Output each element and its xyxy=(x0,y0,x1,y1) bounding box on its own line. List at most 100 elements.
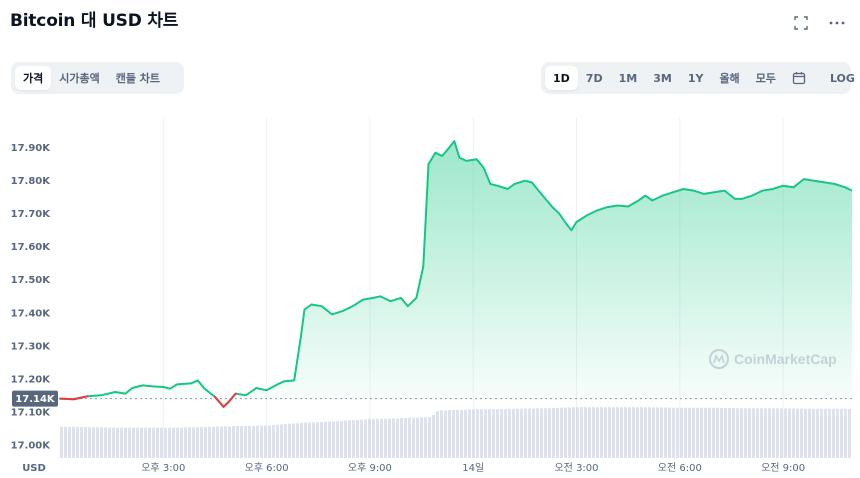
volume-bar xyxy=(364,419,367,458)
volume-bar xyxy=(404,417,407,458)
more-icon[interactable] xyxy=(826,12,848,34)
range-1y[interactable]: 1Y xyxy=(687,71,704,85)
volume-bar xyxy=(200,427,203,458)
log-toggle[interactable]: LOG xyxy=(829,71,855,85)
volume-bar xyxy=(284,424,287,458)
volume-bar xyxy=(464,409,467,458)
range-tab-group: 1D 7D 1M 3M 1Y 올해 모두 LOG xyxy=(541,62,855,94)
volume-bar xyxy=(288,423,291,458)
volume-bar xyxy=(472,409,475,458)
volume-bar xyxy=(512,408,515,458)
volume-bar xyxy=(400,418,403,458)
volume-bar xyxy=(696,407,699,458)
volume-bar xyxy=(836,408,839,458)
volume-bar xyxy=(88,427,91,458)
volume-bar xyxy=(244,425,247,458)
volume-bar xyxy=(676,407,679,458)
volume-bar xyxy=(564,407,567,458)
price-line-down-segment xyxy=(227,392,237,403)
volume-bar xyxy=(496,409,499,458)
range-3m[interactable]: 3M xyxy=(653,71,672,85)
y-tick-label: 17.10K xyxy=(11,407,52,418)
volume-bar xyxy=(276,424,279,458)
volume-bar xyxy=(396,418,399,458)
volume-bar xyxy=(784,408,787,458)
range-1d[interactable]: 1D xyxy=(545,66,578,90)
tab-price[interactable]: 가격 xyxy=(15,66,52,90)
volume-bar xyxy=(348,420,351,458)
volume-bar xyxy=(196,427,199,458)
volume-bar xyxy=(636,407,639,458)
volume-bar xyxy=(668,407,671,458)
volume-bar xyxy=(732,408,735,458)
calendar-icon[interactable] xyxy=(784,66,814,90)
volume-bar xyxy=(176,427,179,458)
volume-bars xyxy=(60,407,851,458)
volume-bar xyxy=(448,410,451,458)
y-tick-label: 17.20K xyxy=(11,374,52,385)
volume-bar xyxy=(752,408,755,458)
volume-bar xyxy=(160,427,163,458)
current-price-badge-bg xyxy=(12,390,58,407)
volume-bar xyxy=(808,408,811,458)
volume-bar xyxy=(780,408,783,458)
volume-bar xyxy=(492,409,495,458)
volume-bar xyxy=(500,408,503,458)
volume-bar xyxy=(468,409,471,458)
tab-market-cap[interactable]: 시가총액 xyxy=(59,72,100,85)
volume-bar xyxy=(324,421,327,458)
range-7d[interactable]: 7D xyxy=(585,71,603,85)
volume-bar xyxy=(436,411,439,458)
volume-bar xyxy=(652,407,655,458)
volume-bar xyxy=(632,407,635,458)
volume-bar xyxy=(724,407,727,458)
tab-candle-chart[interactable]: 캔들 차트 xyxy=(115,72,161,85)
volume-bar xyxy=(712,407,715,458)
range-ytd[interactable]: 올해 xyxy=(719,72,740,85)
volume-bar xyxy=(320,421,323,458)
volume-bar xyxy=(336,421,339,458)
volume-bar xyxy=(508,408,511,458)
volume-bar xyxy=(516,408,519,458)
expand-icon[interactable] xyxy=(790,12,812,34)
volume-bar xyxy=(620,407,623,458)
watermark-text: CoinMarketCap xyxy=(734,351,837,367)
volume-bar xyxy=(548,408,551,458)
volume-bar xyxy=(280,424,283,458)
volume-bar xyxy=(540,408,543,458)
volume-bar xyxy=(92,427,95,458)
volume-bar xyxy=(180,427,183,458)
volume-bar xyxy=(660,407,663,458)
volume-bar xyxy=(108,427,111,458)
view-tab-group: 가격 시가총액 캔들 차트 xyxy=(11,62,184,94)
volume-bar xyxy=(544,408,547,458)
volume-bar xyxy=(700,407,703,458)
volume-bar xyxy=(588,407,591,458)
range-all[interactable]: 모두 xyxy=(755,72,776,85)
volume-bar xyxy=(72,426,75,458)
volume-bar xyxy=(356,419,359,458)
volume-bar xyxy=(104,427,107,458)
volume-bar xyxy=(128,427,131,458)
volume-bar xyxy=(828,408,831,458)
y-tick-label: 17.00K xyxy=(11,440,52,451)
volume-bar xyxy=(600,407,603,458)
volume-bar xyxy=(552,407,555,458)
coinmarketcap-logo-icon xyxy=(709,349,729,369)
volume-bar xyxy=(64,426,67,458)
volume-bar xyxy=(112,427,115,458)
volume-bar xyxy=(388,418,391,458)
volume-bar xyxy=(484,409,487,458)
volume-bar xyxy=(420,417,423,458)
range-1m[interactable]: 1M xyxy=(618,71,638,85)
volume-bar xyxy=(520,408,523,458)
price-line-up xyxy=(59,140,853,408)
volume-bar xyxy=(136,427,139,458)
current-price-badge: 17.14K xyxy=(12,390,58,407)
x-tick-label: 오전 6:00 xyxy=(658,462,702,474)
volume-bar xyxy=(432,414,435,458)
volume-bar xyxy=(204,426,207,458)
x-tick-label: 오후 3:00 xyxy=(141,462,185,474)
volume-bar xyxy=(688,407,691,458)
volume-bar xyxy=(248,425,251,458)
